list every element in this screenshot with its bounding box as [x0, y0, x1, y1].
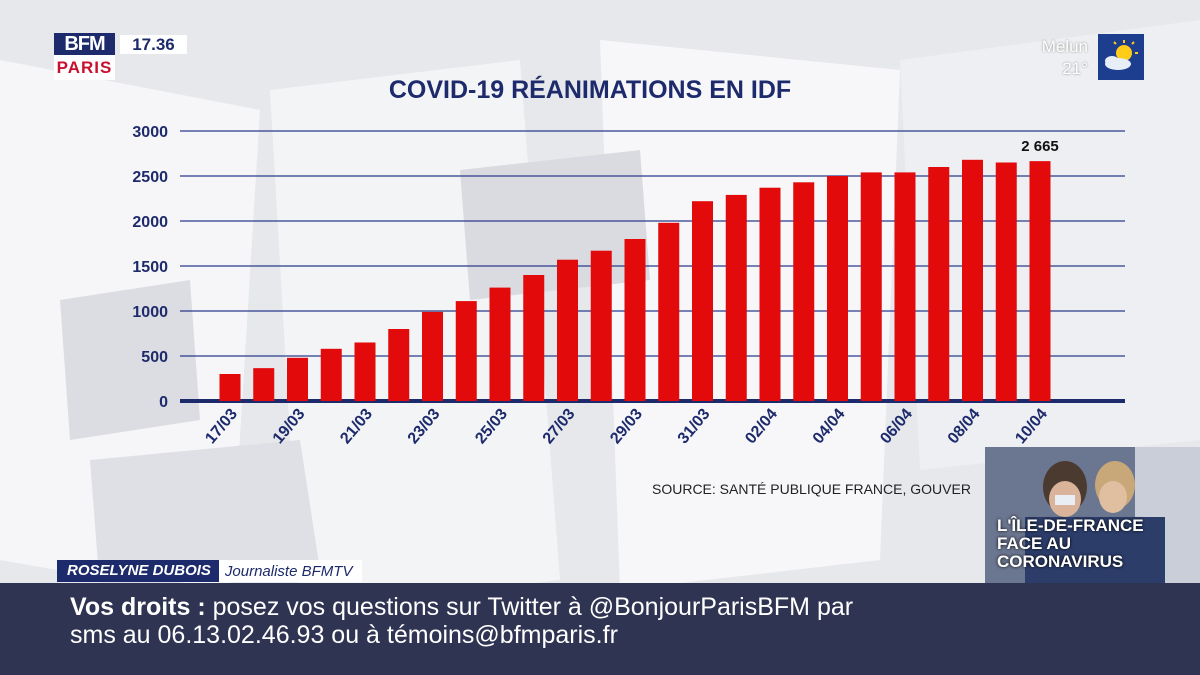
sun-cloud-icon — [1098, 34, 1144, 80]
bar — [287, 357, 308, 401]
weather-city: Melun — [1041, 37, 1088, 56]
y-tick-label: 2000 — [132, 214, 168, 231]
y-tick-label: 1000 — [132, 304, 168, 321]
video-inset: L'ÎLE-DE-FRANCE FACE AU CORONAVIRUS — [985, 447, 1200, 583]
ticker-text-1: posez vos questions sur Twitter à @Bonjo… — [205, 593, 854, 621]
bfm-paris-logo: BFM PARIS — [54, 33, 115, 80]
bar — [860, 172, 882, 401]
bar — [320, 348, 342, 401]
bar — [388, 329, 410, 401]
inset-caption: L'ÎLE-DE-FRANCE FACE AU CORONAVIRUS — [997, 517, 1144, 571]
bar — [523, 275, 545, 401]
bar — [928, 167, 950, 401]
bar — [422, 311, 443, 401]
bar — [590, 250, 612, 401]
y-tick-label: 0 — [159, 394, 168, 411]
clock: 17.36 — [120, 35, 187, 54]
bar — [658, 222, 680, 401]
x-tick-label: 04/04 — [810, 406, 849, 448]
bar — [219, 374, 241, 401]
ticker-bar — [0, 583, 1200, 675]
logo-bfm-text: BFM — [54, 33, 115, 55]
bar — [557, 259, 578, 401]
bar — [793, 182, 815, 401]
bar — [354, 342, 376, 401]
bar — [455, 301, 477, 401]
x-tick-label: 17/03 — [202, 406, 241, 448]
ticker-label: Vos droits : — [70, 593, 206, 621]
inset-line-2: FACE AU — [997, 534, 1071, 553]
logo-paris-text: PARIS — [54, 55, 115, 80]
ticker-line-2: sms au 06.13.02.46.93 ou à témoins@bfmpa… — [70, 621, 618, 649]
x-tick-label: 29/03 — [607, 406, 646, 448]
presenter-lower-third: ROSELYNE DUBOIS Journaliste BFMTV — [57, 560, 363, 582]
data-label: 2 665 — [1021, 138, 1059, 155]
inset-line-1: L'ÎLE-DE-FRANCE — [997, 516, 1144, 535]
bar — [692, 201, 713, 401]
inset-photo — [985, 447, 1200, 583]
bar — [995, 162, 1017, 401]
presenter-role: Journaliste BFMTV — [224, 562, 353, 580]
x-tick-label: 25/03 — [472, 406, 511, 448]
bar — [253, 368, 275, 401]
x-tick-label: 06/04 — [877, 406, 916, 448]
x-tick-label: 23/03 — [405, 406, 444, 448]
weather-temperature: 21° — [1062, 59, 1088, 78]
y-tick-label: 2500 — [132, 169, 168, 186]
bar — [894, 172, 916, 401]
x-tick-label: 21/03 — [337, 406, 376, 448]
y-tick-label: 3000 — [132, 124, 168, 141]
bar — [827, 176, 848, 401]
x-tick-label: 27/03 — [540, 406, 579, 448]
x-tick-label: 10/04 — [1012, 406, 1051, 448]
source-note: SOURCE: SANTÉ PUBLIQUE FRANCE, GOUVER — [652, 481, 971, 497]
chart-title: COVID-19 RÉANIMATIONS EN IDF — [389, 75, 791, 104]
bar — [624, 239, 646, 401]
x-tick-label: 19/03 — [270, 406, 309, 448]
inset-line-3: CORONAVIRUS — [997, 552, 1124, 571]
y-tick-label: 500 — [141, 349, 168, 366]
bar — [759, 187, 781, 401]
bar — [962, 159, 983, 401]
presenter-name: ROSELYNE DUBOIS — [57, 560, 219, 582]
bar — [725, 194, 747, 401]
bar — [489, 287, 511, 401]
ticker-line-1: Vos droits : posez vos questions sur Twi… — [70, 593, 853, 622]
x-tick-label: 08/04 — [945, 406, 984, 448]
x-tick-label: 02/04 — [742, 406, 781, 448]
x-tick-label: 31/03 — [675, 406, 714, 448]
y-tick-label: 1500 — [132, 259, 168, 276]
bar — [1029, 161, 1051, 401]
